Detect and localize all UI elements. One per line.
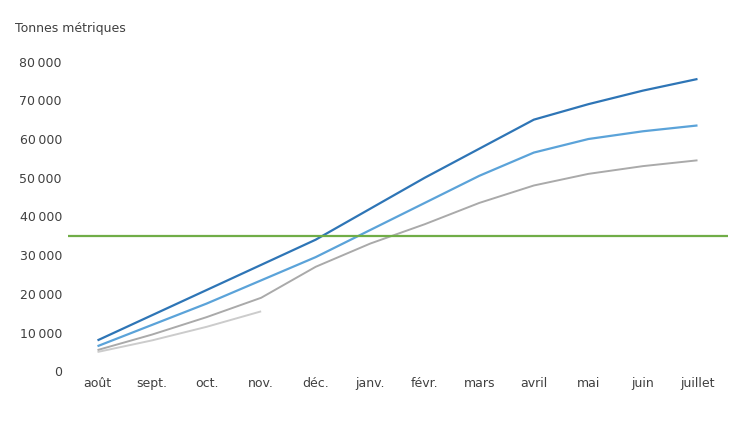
Text: Tonnes métriques: Tonnes métriques (15, 22, 125, 35)
